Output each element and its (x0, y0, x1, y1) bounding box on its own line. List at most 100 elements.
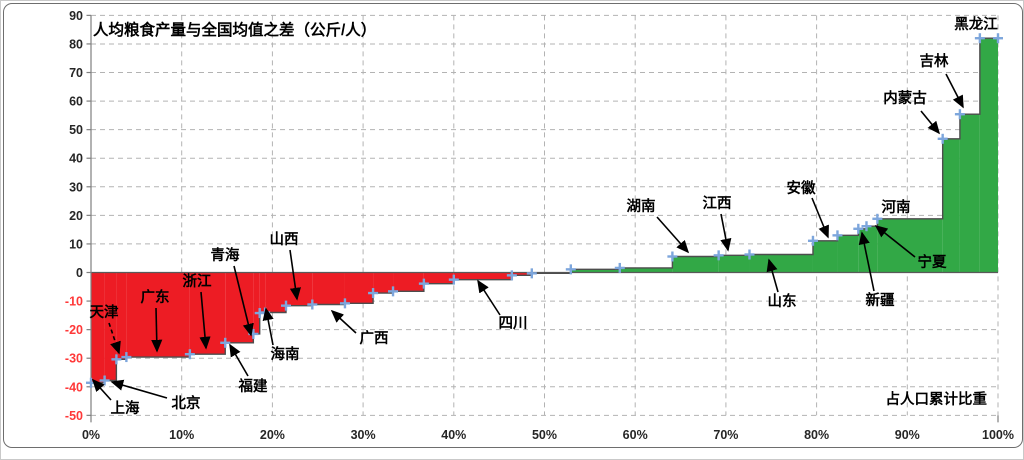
province-label: 天津 (90, 303, 119, 321)
province-label: 广西 (360, 329, 389, 347)
x-tick-label: 90% (895, 428, 920, 442)
callout-arrow (920, 110, 941, 135)
y-tick-label: 60 (69, 95, 83, 109)
data-marker (853, 223, 864, 234)
callout-arrow (229, 343, 249, 377)
area-segment (286, 272, 313, 306)
y-tick-label: 30 (69, 180, 83, 194)
area-segment (91, 272, 105, 383)
area-segment (225, 272, 254, 343)
chart-frame-border (3, 3, 1023, 448)
y-tick-label: -30 (65, 352, 83, 366)
area-segment (837, 235, 859, 273)
x-axis-title: 占人口累计比重 (886, 390, 988, 408)
area-segment (423, 272, 454, 284)
callout-arrow (199, 291, 211, 350)
y-tick-label: 80 (69, 37, 83, 51)
area-segment (749, 254, 813, 273)
y-tick-label: -50 (65, 409, 83, 423)
province-label: 青海 (211, 246, 240, 264)
x-tick-label: 0% (82, 428, 100, 442)
callout-arrow (110, 379, 168, 399)
data-marker (418, 278, 429, 289)
data-marker (388, 286, 399, 297)
area-segment (312, 272, 345, 305)
callout-arrow (151, 307, 163, 353)
province-label: 湖南 (627, 197, 656, 215)
data-marker (281, 300, 292, 311)
data-marker (526, 268, 537, 279)
area-segment (812, 240, 838, 273)
province-label: 吉林 (920, 52, 949, 70)
area-segment (866, 226, 878, 273)
callout-arrow (656, 216, 690, 254)
province-label: 福建 (238, 377, 268, 395)
province-label: 浙江 (183, 272, 212, 290)
x-tick-label: 100% (982, 428, 1014, 442)
callout-arrow (720, 213, 732, 252)
y-tick-label: -20 (65, 323, 83, 337)
x-tick-label: 60% (623, 428, 648, 442)
callout-arrow (91, 378, 112, 401)
data-marker (565, 264, 576, 275)
y-tick-label: 10 (69, 237, 83, 251)
area-segment (393, 272, 424, 292)
province-label: 江西 (703, 194, 732, 212)
chart-title: 人均粮食产量与全国均值之差（公斤/人） (93, 20, 376, 39)
area-segment (116, 272, 127, 360)
x-tick-label: 80% (804, 428, 829, 442)
area-segment (265, 272, 287, 313)
y-tick-label: 20 (69, 209, 83, 223)
x-tick-label: 30% (351, 428, 376, 442)
data-marker (506, 270, 517, 281)
y-tick-label: 70 (69, 66, 83, 80)
data-marker (339, 298, 350, 309)
province-label: 黑龙江 (954, 15, 998, 33)
data-marker (448, 274, 459, 285)
area-segment (942, 138, 960, 273)
province-label: 四川 (499, 316, 528, 332)
province-label: 山东 (768, 292, 797, 310)
area-segment (570, 269, 620, 273)
province-label: 海南 (271, 345, 300, 363)
province-label: 河南 (882, 198, 911, 216)
province-label: 山西 (270, 231, 299, 248)
y-tick-label: 90 (69, 9, 83, 23)
y-tick-label: 50 (69, 123, 83, 137)
province-label: 宁夏 (918, 253, 947, 271)
callout-arrow (811, 197, 829, 239)
data-marker (121, 352, 132, 363)
area-segment (619, 267, 673, 273)
area-segment (979, 38, 998, 273)
area-segment (511, 272, 532, 276)
x-tick-label: 70% (713, 428, 738, 442)
callout-arrow (858, 231, 875, 292)
data-marker (744, 249, 755, 260)
area-segment (858, 228, 867, 273)
data-marker (184, 349, 195, 360)
data-marker (861, 221, 872, 232)
y-tick-label: 40 (69, 152, 83, 166)
area-segment (126, 272, 190, 358)
area-segment (344, 272, 374, 304)
data-marker (832, 230, 843, 241)
callout-arrow (477, 279, 501, 316)
x-tick-label: 10% (169, 428, 194, 442)
area-segment (877, 218, 943, 273)
data-marker (307, 299, 318, 310)
area-segment (959, 114, 980, 273)
province-label: 广东 (141, 288, 170, 306)
data-marker (220, 337, 231, 348)
callout-arrow (766, 258, 779, 293)
data-marker (937, 133, 948, 144)
data-marker (872, 213, 883, 224)
area-segment (253, 272, 260, 334)
province-label: 北京 (172, 394, 201, 412)
callout-arrow (262, 307, 274, 346)
area-segment (672, 256, 719, 273)
x-tick-label: 20% (260, 428, 285, 442)
data-marker (807, 235, 818, 246)
data-marker (111, 354, 122, 365)
